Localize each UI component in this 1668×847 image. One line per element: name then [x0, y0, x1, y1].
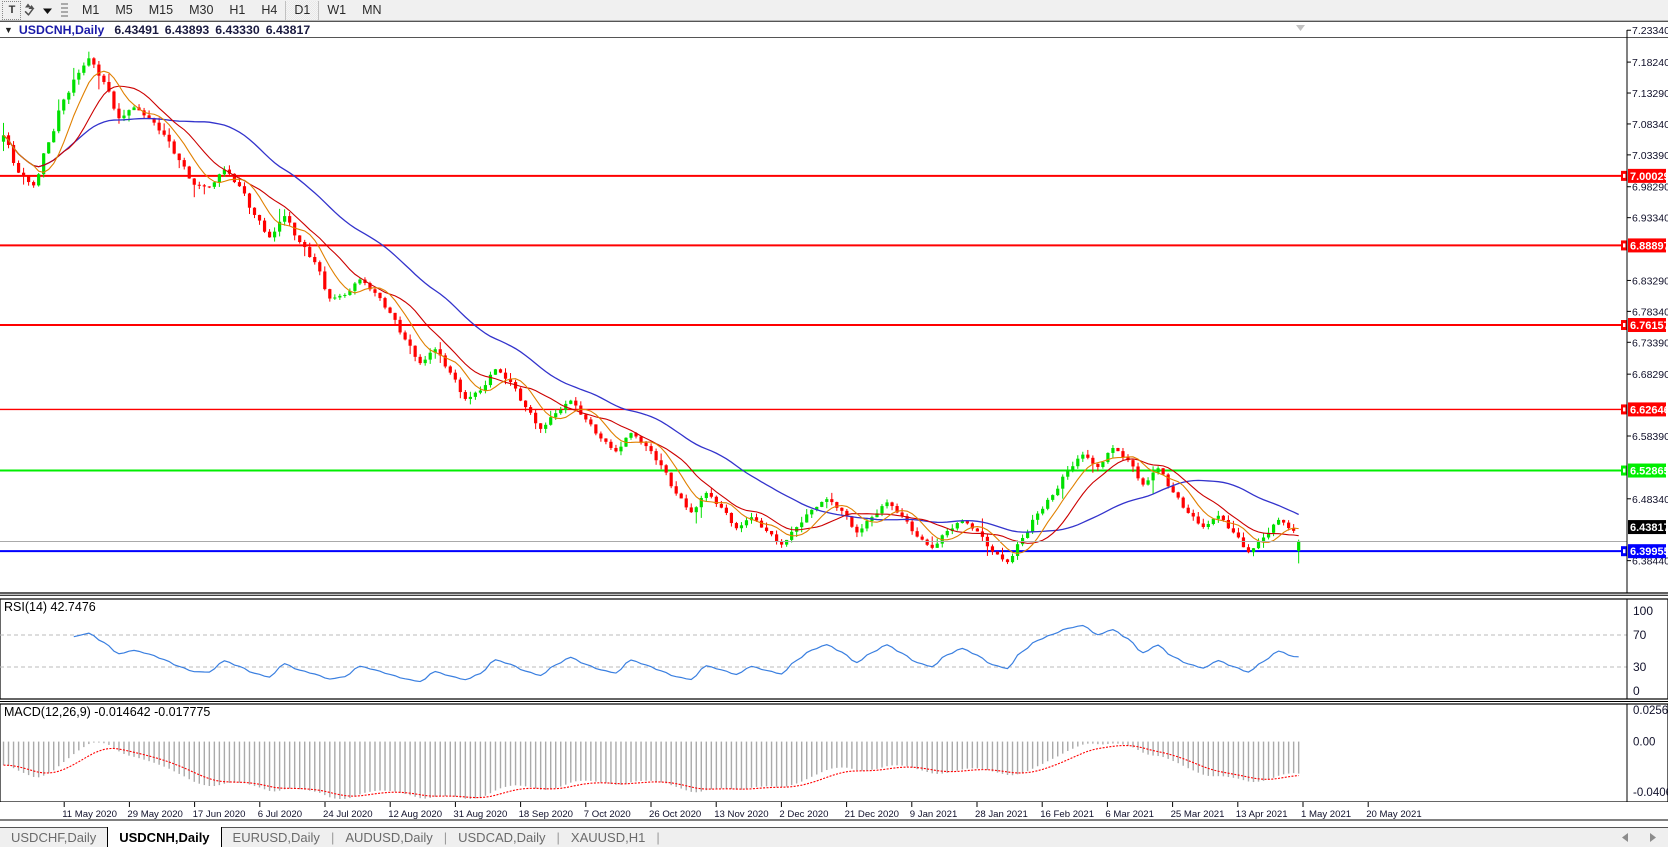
svg-text:1 May 2021: 1 May 2021 — [1301, 809, 1351, 820]
svg-text:6.58390: 6.58390 — [1632, 431, 1668, 443]
svg-text:2 Dec 2020: 2 Dec 2020 — [779, 809, 828, 820]
svg-text:6.52865: 6.52865 — [1630, 466, 1668, 478]
svg-text:6.93340: 6.93340 — [1632, 213, 1668, 225]
svg-text:6.98290: 6.98290 — [1632, 182, 1668, 194]
svg-text:6.73390: 6.73390 — [1632, 337, 1668, 349]
svg-text:100: 100 — [1633, 604, 1653, 618]
svg-text:30: 30 — [1633, 660, 1647, 674]
svg-text:7 Oct 2020: 7 Oct 2020 — [584, 809, 631, 820]
svg-text:RSI(14) 42.7476: RSI(14) 42.7476 — [4, 600, 96, 614]
svg-text:6.83290: 6.83290 — [1632, 275, 1668, 287]
svg-text:-0.04068: -0.04068 — [1633, 787, 1668, 799]
svg-text:7.18240: 7.18240 — [1632, 57, 1668, 69]
svg-text:6.88897: 6.88897 — [1630, 240, 1668, 252]
svg-text:12 Aug 2020: 12 Aug 2020 — [388, 809, 442, 820]
svg-text:6.48340: 6.48340 — [1632, 494, 1668, 506]
svg-text:7.08340: 7.08340 — [1632, 119, 1668, 131]
svg-text:28 Jan 2021: 28 Jan 2021 — [975, 809, 1028, 820]
svg-text:6.39955: 6.39955 — [1630, 546, 1668, 558]
svg-text:7.13290: 7.13290 — [1632, 88, 1668, 100]
svg-text:16 Feb 2021: 16 Feb 2021 — [1040, 809, 1094, 820]
svg-text:13 Apr 2021: 13 Apr 2021 — [1236, 809, 1288, 820]
svg-text:11 May 2020: 11 May 2020 — [62, 809, 117, 820]
svg-text:13 Nov 2020: 13 Nov 2020 — [714, 809, 768, 820]
svg-text:6 Mar 2021: 6 Mar 2021 — [1105, 809, 1154, 820]
svg-text:18 Sep 2020: 18 Sep 2020 — [519, 809, 573, 820]
svg-text:0.00: 0.00 — [1633, 737, 1655, 749]
svg-text:29 May 2020: 29 May 2020 — [127, 809, 182, 820]
svg-text:31 Aug 2020: 31 Aug 2020 — [453, 809, 507, 820]
svg-text:6.76157: 6.76157 — [1630, 320, 1668, 332]
svg-text:6.62646: 6.62646 — [1630, 404, 1668, 416]
svg-text:6 Jul 2020: 6 Jul 2020 — [258, 809, 302, 820]
svg-text:0.025623: 0.025623 — [1633, 705, 1668, 717]
svg-text:70: 70 — [1633, 628, 1647, 642]
svg-text:25 Mar 2021: 25 Mar 2021 — [1171, 809, 1225, 820]
svg-text:7.03390: 7.03390 — [1632, 150, 1668, 162]
svg-text:20 May 2021: 20 May 2021 — [1366, 809, 1421, 820]
svg-text:6.78340: 6.78340 — [1632, 306, 1668, 318]
svg-text:6.43817: 6.43817 — [1630, 522, 1668, 534]
svg-text:26 Oct 2020: 26 Oct 2020 — [649, 809, 701, 820]
svg-text:21 Dec 2020: 21 Dec 2020 — [845, 809, 899, 820]
svg-text:17 Jun 2020: 17 Jun 2020 — [193, 809, 246, 820]
svg-text:24 Jul 2020: 24 Jul 2020 — [323, 809, 373, 820]
svg-text:6.68290: 6.68290 — [1632, 369, 1668, 381]
svg-text:7.00029: 7.00029 — [1630, 171, 1668, 183]
svg-text:0: 0 — [1633, 684, 1640, 698]
svg-text:MACD(12,26,9) -0.014642 -0.017: MACD(12,26,9) -0.014642 -0.017775 — [4, 705, 210, 719]
svg-text:9 Jan 2021: 9 Jan 2021 — [910, 809, 957, 820]
svg-text:7.23340: 7.23340 — [1632, 25, 1668, 37]
